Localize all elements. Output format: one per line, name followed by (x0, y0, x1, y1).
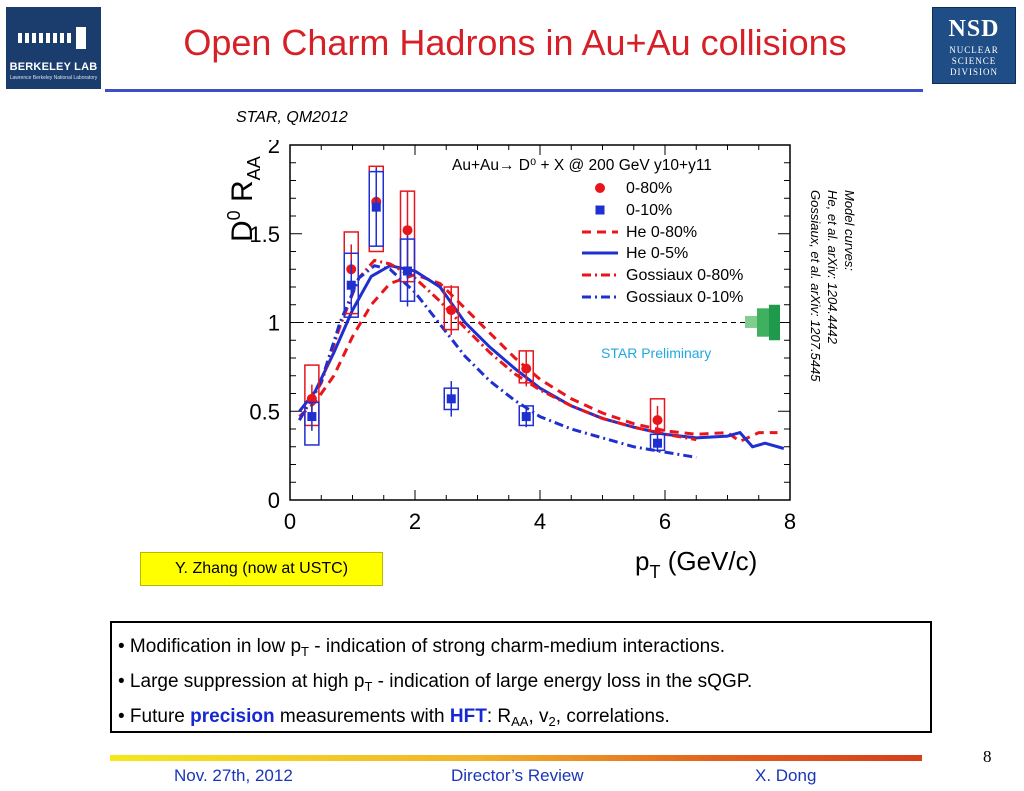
legend-marker (595, 183, 605, 193)
bullet-emphasis: HFT (449, 706, 487, 727)
normalization-band (745, 315, 757, 328)
raa-chart: 0 2 4 6 8 0 0.5 1 1.5 2 pT (GeV/c) D0 RAA Au+Au→ D⁰ … (224, 140, 796, 582)
legend-marker (595, 205, 605, 215)
slide-number: 8 (983, 747, 992, 766)
bullet-subscript: AA (511, 714, 529, 729)
bullet-item: • Modification in low pT - indication of… (118, 629, 930, 664)
data-point (306, 393, 317, 404)
bullet-text: • Modification in low p (118, 636, 302, 657)
nsd-logo-line: DIVISION (950, 67, 998, 77)
chart-source-label: STAR, QM2012 (236, 109, 348, 126)
bullet-text: • Future (118, 706, 191, 727)
nsd-logo-line: SCIENCE (951, 56, 997, 66)
y-tick-label: 1.5 (249, 222, 280, 247)
y-tick-label: 1 (268, 311, 280, 336)
bullet-emphasis: precision (190, 706, 275, 727)
bullet-text: - indication of strong charm-medium inte… (308, 636, 726, 657)
title-divider (105, 89, 923, 92)
legend-label: Gossiaux 0-10% (626, 289, 743, 306)
berkeley-lab-logo: BERKELEY LAB Lawrence Berkeley National … (6, 7, 101, 89)
bullet-text: , v (528, 706, 549, 727)
footer-event: Director’s Review (451, 766, 584, 785)
model-curves-note: Model curves: He, et al. arXiv: 1204.444… (796, 190, 857, 430)
model-curve-he-0-5- (298, 264, 785, 450)
legend-title: Au+Au→ D⁰ + X @ 200 GeV y10+y11 (452, 157, 712, 174)
bullet-text: , correlations. (555, 706, 670, 727)
data-point (521, 363, 532, 374)
page-title: Open Charm Hadrons in Au+Au collisions (183, 22, 847, 63)
x-axis-title: pT (GeV/c) (635, 546, 757, 582)
nsd-logo-abbr: NSD (948, 16, 1000, 42)
data-point (653, 438, 662, 448)
model-curve-he-0-80- (298, 273, 778, 444)
berkeley-lab-name: BERKELEY LAB (9, 61, 98, 73)
x-tick-label: 0 (284, 509, 296, 534)
bullet-text: - indication of large energy loss in the… (372, 671, 753, 692)
bullet-text: • Large suppression at high p (118, 671, 365, 692)
normalization-band (757, 308, 769, 337)
legend-label: 0-80% (626, 180, 672, 197)
model-note-line: He, et al. arXiv: 1204.4442 (825, 190, 840, 344)
x-tick-label: 2 (409, 509, 421, 534)
model-note-line: Model curves: (842, 190, 857, 271)
data-point (402, 225, 413, 236)
model-curve-gossiaux-0-10- (298, 264, 697, 459)
berkeley-lab-emblem-icon (18, 27, 86, 49)
y-axis-title: D0 RAA (224, 156, 264, 242)
bullet-subscript: 2 (548, 714, 556, 729)
normalization-band (769, 304, 780, 341)
preliminary-label: STAR Preliminary (601, 345, 711, 361)
credit-label: Y. Zhang (now at USTC) (140, 552, 383, 586)
data-point (446, 305, 457, 316)
bullet-subscript: T (364, 679, 373, 694)
data-point (521, 412, 531, 422)
legend-label: Gossiaux 0-80% (626, 267, 743, 284)
data-point (346, 280, 356, 290)
nsd-logo-line: NUCLEAR (949, 45, 999, 55)
legend-label: 0-10% (626, 202, 672, 219)
berkeley-lab-subtitle: Lawrence Berkeley National Laboratory (9, 75, 98, 81)
footer-date: Nov. 27th, 2012 (174, 766, 293, 785)
x-tick-label: 6 (659, 509, 671, 534)
data-point (403, 266, 412, 276)
x-tick-label: 8 (784, 509, 796, 534)
data-point (371, 202, 381, 212)
y-tick-label: 0 (268, 488, 280, 513)
legend-label: He 0-80% (626, 224, 697, 241)
legend-label: He 0-5% (626, 245, 688, 262)
bullet-item: • Future precision measurements with HFT… (118, 699, 930, 734)
data-point (446, 394, 456, 404)
bullet-item: • Large suppression at high pT - indicat… (118, 664, 930, 699)
data-point (652, 415, 663, 426)
footer-author: X. Dong (755, 766, 817, 785)
data-point (307, 412, 317, 422)
footer-divider (110, 755, 922, 761)
summary-box: • Modification in low pT - indication of… (110, 621, 932, 733)
systematic-box (343, 252, 359, 318)
nsd-logo: NSD NUCLEAR SCIENCE DIVISION (932, 7, 1016, 84)
y-tick-label: 2 (268, 140, 280, 158)
y-tick-label: 0.5 (249, 399, 280, 424)
bullet-subscript: T (301, 644, 309, 659)
x-tick-label: 4 (534, 509, 546, 534)
model-note-line: Gossiaux, et al. arXiv: 1207.5445 (808, 190, 823, 382)
bullet-text: : R (486, 706, 512, 727)
bullet-text: measurements with (274, 706, 450, 727)
